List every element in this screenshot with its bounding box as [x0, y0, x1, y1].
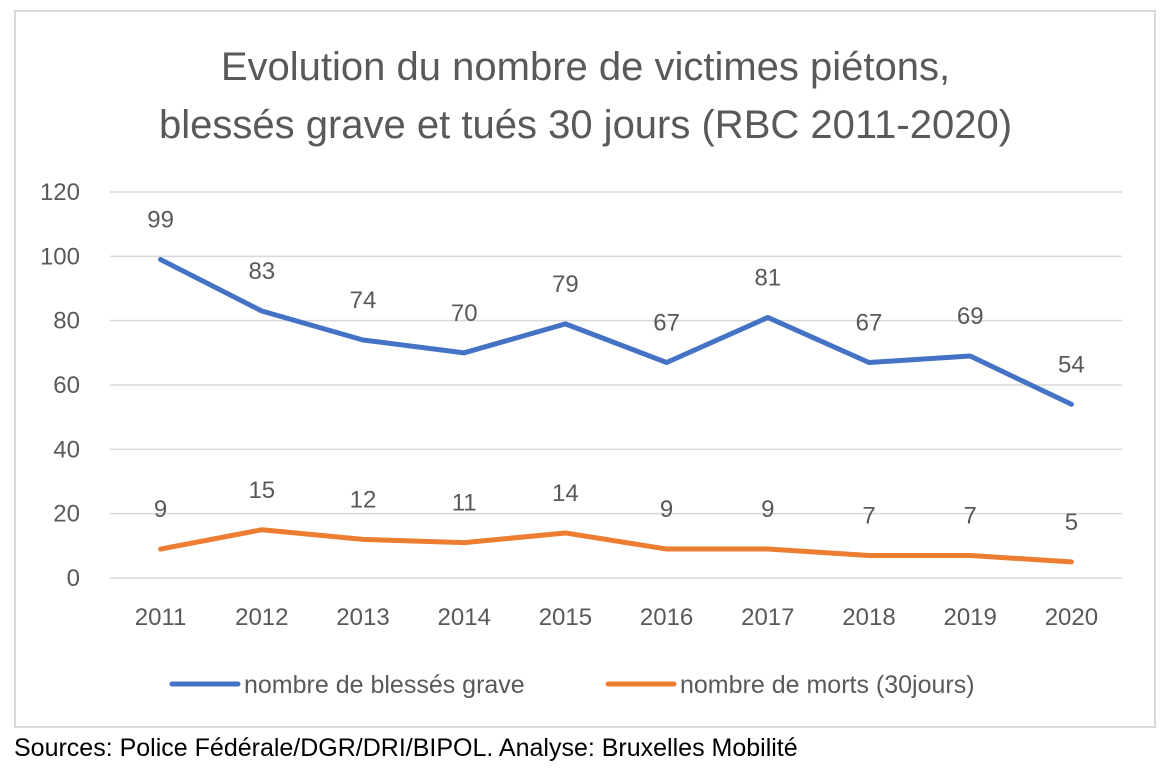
chart-frame	[14, 10, 1156, 728]
data-label: 15	[248, 477, 275, 504]
y-tick-label: 60	[53, 372, 80, 399]
data-label: 83	[248, 258, 275, 285]
x-tick-label: 2017	[741, 604, 794, 631]
data-label: 9	[761, 496, 774, 523]
y-tick-label: 120	[40, 179, 80, 206]
data-label: 70	[451, 300, 478, 327]
y-tick-label: 0	[67, 565, 80, 592]
x-tick-label: 2016	[640, 604, 693, 631]
data-label: 99	[147, 207, 174, 234]
legend-label: nombre de blessés grave	[244, 671, 525, 699]
series-lines	[158, 257, 1074, 565]
series-line-1	[158, 527, 1074, 565]
x-tick-label: 2018	[842, 604, 895, 631]
data-label: 81	[754, 264, 781, 291]
x-tick-label: 2014	[438, 604, 491, 631]
grid-lines	[110, 191, 1122, 579]
chart-title: Evolution du nombre de victimes piétons,…	[158, 45, 1013, 147]
y-tick-label: 20	[53, 501, 80, 528]
data-label: 12	[350, 486, 377, 513]
y-axis-ticks: 0 20 40 60 80 100 120	[40, 179, 80, 592]
data-label: 67	[856, 309, 883, 336]
source-note: Sources: Police Fédérale/DGR/DRI/BIPOL. …	[14, 734, 798, 762]
x-tick-label: 2013	[336, 604, 389, 631]
x-tick-label: 2019	[944, 604, 997, 631]
data-label: 7	[964, 502, 977, 529]
y-tick-label: 100	[40, 243, 80, 270]
x-tick-label: 2011	[135, 604, 187, 631]
series-line-0	[158, 257, 1074, 407]
data-label: 74	[350, 287, 377, 314]
data-label: 9	[154, 496, 167, 523]
data-label: 14	[552, 480, 579, 507]
x-axis-ticks: 2011 2012 2013 2014 2015 2016 2017 2018 2019 2020	[135, 604, 1098, 631]
x-tick-label: 2012	[235, 604, 288, 631]
y-tick-label: 40	[53, 436, 80, 463]
x-tick-label: 2020	[1045, 604, 1098, 631]
data-label: 79	[552, 271, 579, 298]
legend: nombre de blessés grave nombre de morts (…	[169, 671, 975, 699]
data-label: 11	[452, 490, 477, 517]
data-label: 69	[957, 303, 984, 330]
data-label: 67	[653, 309, 680, 336]
data-label: 9	[660, 496, 673, 523]
data-label: 54	[1058, 351, 1085, 378]
x-tick-label: 2015	[539, 604, 592, 631]
y-tick-label: 80	[53, 308, 80, 335]
data-label: 7	[862, 502, 875, 529]
data-label: 5	[1065, 509, 1078, 536]
legend-label: nombre de morts (30jours)	[680, 671, 975, 699]
